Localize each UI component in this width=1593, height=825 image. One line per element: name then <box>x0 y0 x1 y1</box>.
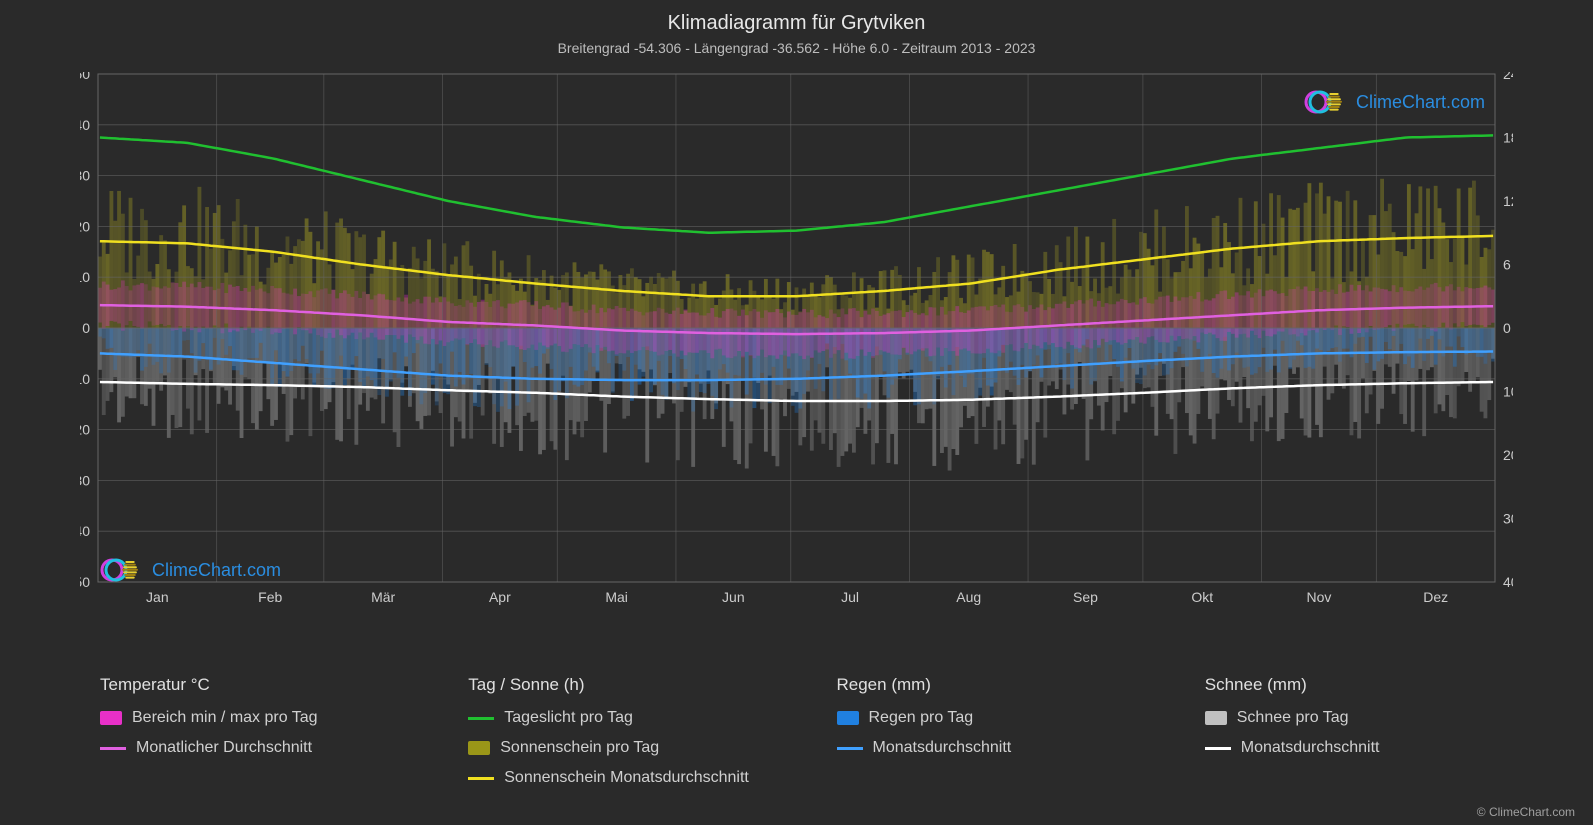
legend-item: Monatsdurchschnitt <box>837 737 1165 759</box>
legend-item: Monatlicher Durchschnitt <box>100 737 428 759</box>
legend-item: Bereich min / max pro Tag <box>100 707 428 729</box>
svg-text:6: 6 <box>1503 257 1511 273</box>
svg-text:-20: -20 <box>80 422 90 438</box>
legend-label: Monatsdurchschnitt <box>873 739 1012 757</box>
legend-header: Schnee (mm) <box>1205 675 1533 695</box>
legend-label: Monatsdurchschnitt <box>1241 739 1380 757</box>
legend-label: Tageslicht pro Tag <box>504 709 633 727</box>
svg-text:Sep: Sep <box>1073 589 1098 605</box>
legend-swatch <box>100 711 122 725</box>
legend-item: Sonnenschein pro Tag <box>468 737 796 759</box>
legend-swatch <box>1205 711 1227 725</box>
legend-column: Schnee (mm) Schnee pro Tag Monatsdurchschn… <box>1205 675 1533 797</box>
legend-label: Schnee pro Tag <box>1237 709 1349 727</box>
legend-label: Sonnenschein pro Tag <box>500 739 659 757</box>
chart-plot-area: Jan Feb Mär Apr Mai Jun Jul Aug Sep Okt Nov Dez 50 40… <box>80 72 1513 612</box>
legend-line <box>837 747 863 750</box>
legend-header: Tag / Sonne (h) <box>468 675 796 695</box>
svg-text:Mär: Mär <box>371 589 395 605</box>
svg-text:20: 20 <box>1503 447 1513 463</box>
chart-svg: Jan Feb Mär Apr Mai Jun Jul Aug Sep Okt Nov Dez 50 40… <box>80 72 1513 612</box>
legend-item: Monatsdurchschnitt <box>1205 737 1533 759</box>
legend-item: Tageslicht pro Tag <box>468 707 796 729</box>
legend-item: Schnee pro Tag <box>1205 707 1533 729</box>
legend: Temperatur °C Bereich min / max pro Tag Mo… <box>100 675 1533 797</box>
legend-line <box>468 717 494 720</box>
legend-item: Sonnenschein Monatsdurchschnitt <box>468 767 796 789</box>
svg-text:10: 10 <box>80 269 90 285</box>
svg-text:12: 12 <box>1503 193 1513 209</box>
svg-text:Dez: Dez <box>1423 589 1448 605</box>
watermark-text: ClimeChart.com <box>152 560 281 581</box>
svg-text:-40: -40 <box>80 523 90 539</box>
legend-column: Regen (mm) Regen pro Tag Monatsdurchschnit… <box>837 675 1165 797</box>
svg-text:40: 40 <box>80 117 90 133</box>
legend-header: Temperatur °C <box>100 675 428 695</box>
legend-line <box>100 747 126 750</box>
chart-subtitle: Breitengrad -54.306 - Längengrad -36.562… <box>0 40 1593 56</box>
legend-label: Bereich min / max pro Tag <box>132 709 318 727</box>
svg-text:Mai: Mai <box>605 589 628 605</box>
svg-text:-30: -30 <box>80 472 90 488</box>
legend-swatch <box>837 711 859 725</box>
watermark-text: ClimeChart.com <box>1356 92 1485 113</box>
chart-title: Klimadiagramm für Grytviken <box>0 12 1593 35</box>
svg-text:-50: -50 <box>80 574 90 590</box>
legend-column: Temperatur °C Bereich min / max pro Tag Mo… <box>100 675 428 797</box>
legend-item: Regen pro Tag <box>837 707 1165 729</box>
svg-text:30: 30 <box>1503 511 1513 527</box>
legend-label: Sonnenschein Monatsdurchschnitt <box>504 769 749 787</box>
legend-header: Regen (mm) <box>837 675 1165 695</box>
svg-text:Okt: Okt <box>1191 589 1213 605</box>
logo-icon <box>100 556 146 584</box>
legend-column: Tag / Sonne (h) Tageslicht pro Tag Sonnens… <box>468 675 796 797</box>
svg-text:0: 0 <box>1503 320 1511 336</box>
svg-text:20: 20 <box>80 218 90 234</box>
svg-text:-10: -10 <box>80 371 90 387</box>
legend-swatch <box>468 741 490 755</box>
svg-text:Aug: Aug <box>956 589 981 605</box>
svg-text:Jul: Jul <box>841 589 859 605</box>
svg-text:Jan: Jan <box>146 589 169 605</box>
footer-copyright: © ClimeChart.com <box>1477 805 1575 819</box>
svg-text:18: 18 <box>1503 130 1513 146</box>
watermark-bottom: ClimeChart.com <box>100 556 281 584</box>
legend-line <box>468 777 494 780</box>
svg-text:10: 10 <box>1503 384 1513 400</box>
svg-text:Apr: Apr <box>489 589 511 605</box>
legend-label: Monatlicher Durchschnitt <box>136 739 312 757</box>
watermark-top: ClimeChart.com <box>1304 88 1485 116</box>
svg-text:Nov: Nov <box>1306 589 1331 605</box>
svg-text:50: 50 <box>80 72 90 82</box>
svg-text:0: 0 <box>82 320 90 336</box>
svg-text:24: 24 <box>1503 72 1513 82</box>
logo-icon <box>1304 88 1350 116</box>
svg-text:30: 30 <box>80 168 90 184</box>
legend-line <box>1205 747 1231 750</box>
svg-text:Feb: Feb <box>258 589 282 605</box>
climate-chart: { "title": "Klimadiagramm für Grytviken"… <box>0 0 1593 825</box>
legend-label: Regen pro Tag <box>869 709 974 727</box>
svg-text:Jun: Jun <box>722 589 745 605</box>
svg-text:40: 40 <box>1503 574 1513 590</box>
